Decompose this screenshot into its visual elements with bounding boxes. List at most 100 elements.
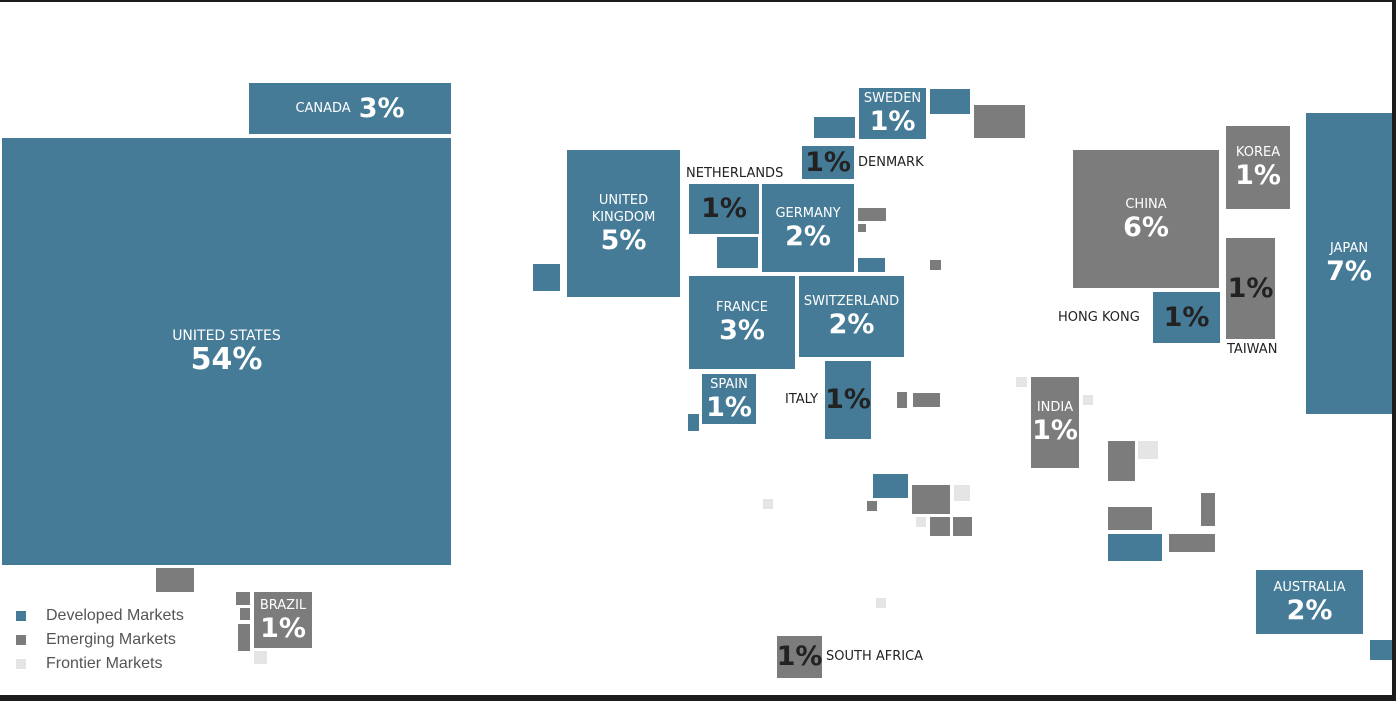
region-block bbox=[913, 393, 940, 407]
country-share: 7% bbox=[1326, 256, 1372, 287]
country-box: BRAZIL 1% bbox=[254, 592, 312, 648]
country-name: CHINA bbox=[1125, 196, 1167, 212]
region-block bbox=[254, 651, 267, 664]
region-block bbox=[974, 105, 1025, 138]
country-name: ITALY bbox=[785, 392, 819, 407]
region-block bbox=[1108, 441, 1135, 481]
country-name: HONG KONG bbox=[1058, 310, 1140, 325]
region-block bbox=[688, 414, 699, 431]
country-box: GERMANY 2% bbox=[762, 184, 854, 272]
region-block bbox=[1169, 534, 1215, 552]
country-share: 1% bbox=[1163, 301, 1210, 333]
country-share: 1% bbox=[805, 146, 851, 178]
region-block bbox=[533, 264, 560, 291]
country-box: SWEDEN 1% bbox=[859, 88, 926, 139]
country-name: AUSTRALIA bbox=[1273, 579, 1346, 595]
legend-swatch bbox=[16, 611, 26, 621]
country-name: SWEDEN bbox=[863, 91, 922, 106]
region-block bbox=[1370, 640, 1392, 660]
country-name: TAIWAN bbox=[1227, 342, 1278, 357]
region-block bbox=[930, 517, 950, 536]
country-box: FRANCE 3% bbox=[689, 276, 795, 369]
country-box: UNITED KINGDOM 5% bbox=[567, 150, 680, 297]
country-share: 1% bbox=[260, 612, 306, 644]
region-block bbox=[876, 598, 886, 608]
region-block bbox=[930, 89, 970, 114]
country-share: 1% bbox=[1235, 160, 1281, 191]
country-share: 3% bbox=[719, 315, 765, 346]
country-box: CHINA 6% bbox=[1073, 150, 1219, 288]
country-name: INDIA bbox=[1036, 400, 1074, 415]
legend-swatch bbox=[16, 635, 26, 645]
country-share: 1% bbox=[701, 193, 747, 224]
country-share: 1% bbox=[706, 391, 752, 423]
country-share: 2% bbox=[828, 309, 875, 340]
country-box: JAPAN 7% bbox=[1306, 113, 1392, 414]
country-share: 54% bbox=[190, 342, 263, 377]
country-name: CANADA bbox=[295, 101, 351, 116]
region-block bbox=[954, 485, 970, 501]
country-box: 1% bbox=[1153, 292, 1220, 343]
country-box: 1% bbox=[825, 361, 871, 439]
country-box: INDIA 1% bbox=[1031, 377, 1079, 468]
region-block bbox=[897, 392, 907, 408]
country-box: 1% bbox=[1226, 238, 1275, 339]
region-block bbox=[930, 260, 941, 270]
country-name: DENMARK bbox=[858, 155, 924, 170]
region-block bbox=[1083, 395, 1093, 405]
country-share: 2% bbox=[785, 220, 831, 252]
country-box: 1% bbox=[689, 184, 759, 234]
country-name: SPAIN bbox=[710, 376, 748, 392]
country-box: 1% bbox=[777, 636, 822, 678]
country-box: AUSTRALIA 2% bbox=[1256, 570, 1363, 634]
region-block bbox=[763, 499, 773, 509]
country-box: SWITZERLAND 2% bbox=[799, 276, 904, 357]
country-name: UNITED STATES bbox=[172, 328, 281, 344]
legend-label: Frontier Markets bbox=[46, 655, 163, 672]
country-share: 1% bbox=[1032, 415, 1078, 446]
country-name: GERMANY bbox=[775, 205, 841, 221]
country-box: SPAIN 1% bbox=[702, 374, 756, 424]
country-share: 1% bbox=[776, 641, 823, 672]
legend-swatch bbox=[16, 659, 26, 669]
region-block bbox=[240, 608, 250, 620]
country-name: BRAZIL bbox=[259, 597, 307, 613]
legend-item: Emerging Markets bbox=[16, 628, 184, 652]
country-name: UNITED KINGDOM bbox=[591, 192, 656, 225]
region-block bbox=[717, 237, 758, 268]
country-name: SWITZERLAND bbox=[803, 294, 900, 309]
region-block bbox=[1138, 441, 1158, 459]
country-box: KOREA 1% bbox=[1226, 126, 1290, 209]
region-block bbox=[156, 568, 194, 592]
region-block bbox=[1108, 507, 1152, 530]
country-name: NETHERLANDS bbox=[686, 166, 784, 181]
legend-label: Emerging Markets bbox=[46, 631, 176, 648]
legend-item: Developed Markets bbox=[16, 604, 184, 628]
region-block bbox=[873, 474, 908, 498]
region-block bbox=[814, 117, 855, 138]
country-share: 1% bbox=[1227, 272, 1274, 304]
country-name: SOUTH AFRICA bbox=[826, 649, 924, 664]
country-share: 1% bbox=[825, 384, 871, 415]
region-block bbox=[1108, 534, 1162, 561]
region-block bbox=[238, 624, 250, 651]
country-share: 3% bbox=[358, 92, 405, 124]
legend: Developed Markets Emerging Markets Frontie… bbox=[16, 604, 184, 676]
country-name: KOREA bbox=[1235, 145, 1281, 160]
region-block bbox=[1016, 377, 1027, 387]
region-block bbox=[858, 224, 866, 232]
country-box: CANADA 3% bbox=[249, 83, 451, 134]
region-block bbox=[1201, 493, 1215, 526]
region-block bbox=[867, 501, 877, 511]
region-block bbox=[858, 258, 885, 272]
country-share: 1% bbox=[869, 106, 916, 137]
country-share: 6% bbox=[1123, 211, 1169, 243]
country-share: 5% bbox=[600, 224, 647, 256]
region-block bbox=[858, 208, 886, 221]
country-name: JAPAN bbox=[1329, 241, 1369, 256]
country-box: 1% bbox=[802, 146, 854, 179]
legend-label: Developed Markets bbox=[46, 607, 184, 624]
region-block bbox=[916, 517, 926, 527]
